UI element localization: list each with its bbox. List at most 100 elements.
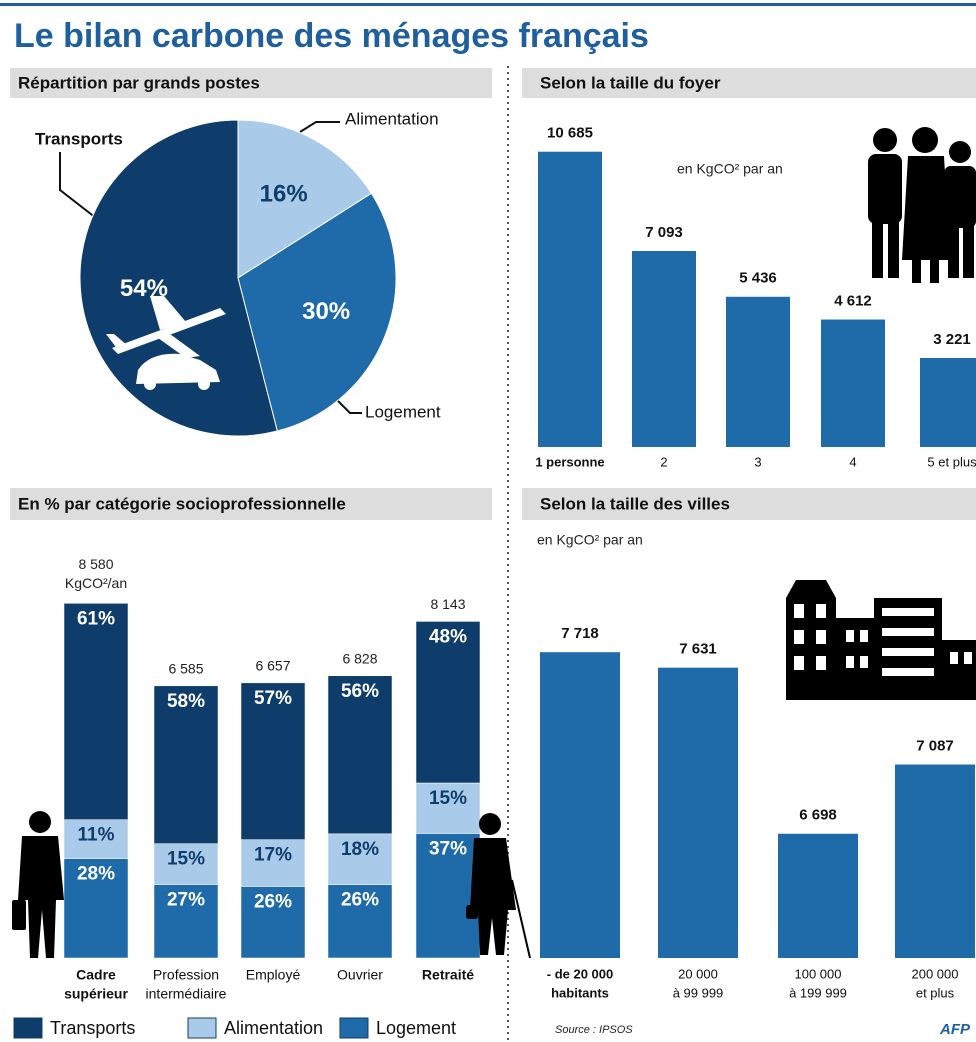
x-tick-label: 200 000 — [912, 966, 959, 981]
slice-label: Logement — [365, 402, 441, 421]
value-label: 61% — [77, 608, 115, 629]
value-label: 7 631 — [679, 641, 717, 658]
pie-slice — [79, 119, 278, 437]
x-tick-label: Ouvrier — [337, 967, 383, 983]
source: Source : IPSOS — [555, 1024, 633, 1036]
panel-header — [10, 488, 492, 520]
value-label: 18% — [341, 839, 379, 860]
panel-title: Selon la taille du foyer — [540, 73, 721, 92]
x-tick-label: à 99 999 — [673, 985, 724, 1000]
pie-slice — [237, 119, 373, 279]
bar-segment — [63, 858, 129, 959]
bar — [895, 764, 975, 958]
bar — [538, 151, 602, 448]
legend: Transports Alimentation Logement — [13, 1017, 456, 1039]
bar — [632, 250, 696, 447]
panel-header — [10, 68, 492, 98]
total-label: 8 143 — [430, 596, 465, 612]
legend-swatch — [339, 1017, 369, 1039]
bar-segment — [153, 685, 219, 844]
x-tick-label: Profession — [153, 967, 219, 983]
value-label: 7 087 — [916, 737, 954, 754]
total-unit: KgCO²/an — [65, 575, 127, 591]
value-label: 56% — [341, 681, 379, 702]
bar-segment — [153, 843, 219, 885]
value-label: 17% — [254, 845, 292, 866]
value-label: 58% — [167, 691, 205, 712]
x-tick-label: à 199 999 — [789, 985, 847, 1000]
bar-segment — [415, 782, 481, 834]
bar — [658, 667, 738, 958]
panel-title: Répartition par grands postes — [18, 73, 260, 92]
leader-line — [59, 152, 97, 219]
bar-segment — [327, 884, 393, 959]
bar-segment — [240, 886, 306, 959]
x-tick-label: et plus — [916, 985, 955, 1000]
x-tick-label: 4 — [849, 454, 856, 469]
value-label: 11% — [78, 825, 115, 846]
bar-segment — [240, 682, 306, 840]
x-tick-label: 2 — [660, 454, 667, 469]
panel-title: En % par catégorie socioprofessionnelle — [18, 494, 346, 513]
subtitle: en KgCO² par an — [537, 532, 643, 548]
bar — [540, 652, 620, 958]
legend-swatch — [187, 1017, 217, 1039]
total-label: 6 585 — [168, 661, 203, 677]
x-tick-label: 20 000 — [678, 966, 718, 981]
legend-label: Alimentation — [224, 1018, 323, 1038]
person-silhouette — [12, 811, 531, 959]
legend-swatch — [13, 1017, 43, 1039]
bar-segment — [415, 833, 481, 959]
buildings-silhouette — [786, 580, 976, 700]
panel-title: Selon la taille des villes — [540, 494, 730, 513]
value-label: 26% — [254, 891, 292, 912]
bar-segment — [63, 819, 129, 859]
total-label: 6 828 — [342, 650, 377, 666]
x-tick-label: 5 et plus — [927, 454, 976, 469]
value-label: 3 221 — [933, 331, 971, 348]
bar-segment — [153, 884, 219, 959]
x-tick-label: Employé — [246, 967, 301, 983]
pie-slice — [237, 192, 397, 432]
slice-label: Transports — [35, 129, 123, 148]
x-tick-label: 1 personne — [535, 454, 604, 469]
value-label: 27% — [167, 890, 205, 911]
plane-icon — [106, 296, 226, 358]
value-label: 7 093 — [645, 224, 683, 241]
value-label: 15% — [167, 849, 205, 870]
credit: AFP — [939, 1021, 971, 1038]
leader-line — [299, 121, 340, 133]
x-tick-label: Cadre — [76, 967, 116, 983]
value-label: 7 718 — [561, 625, 599, 642]
value-label: 37% — [429, 838, 467, 859]
people-silhouette — [868, 127, 976, 283]
slice-label: Alimentation — [345, 109, 439, 128]
x-tick-label: supérieur — [64, 986, 128, 1002]
bar-segment — [327, 675, 393, 835]
x-tick-label: habitants — [551, 985, 609, 1000]
total-label: 8 580 — [78, 556, 113, 572]
x-tick-label: intermédiaire — [146, 986, 227, 1002]
value-label: 16% — [260, 180, 308, 207]
bar-segment — [63, 603, 129, 820]
x-tick-label: - de 20 000 — [547, 966, 614, 981]
top-rule — [0, 3, 976, 6]
bar — [920, 357, 976, 447]
value-label: 5 436 — [739, 270, 777, 287]
value-label: 26% — [341, 890, 379, 911]
bar — [726, 296, 790, 447]
x-tick-label: Retraité — [422, 967, 474, 983]
value-label: 28% — [77, 864, 115, 885]
legend-label: Transports — [50, 1018, 135, 1038]
legend-label: Logement — [376, 1018, 456, 1038]
value-label: 4 612 — [834, 293, 872, 310]
x-tick-label: 100 000 — [795, 966, 842, 981]
bar — [821, 319, 885, 447]
leader-line — [334, 397, 362, 414]
value-label: 15% — [429, 788, 467, 809]
page-title: Le bilan carbone des ménages français — [14, 17, 649, 55]
value-label: 6 698 — [799, 807, 837, 824]
bar — [778, 833, 858, 958]
